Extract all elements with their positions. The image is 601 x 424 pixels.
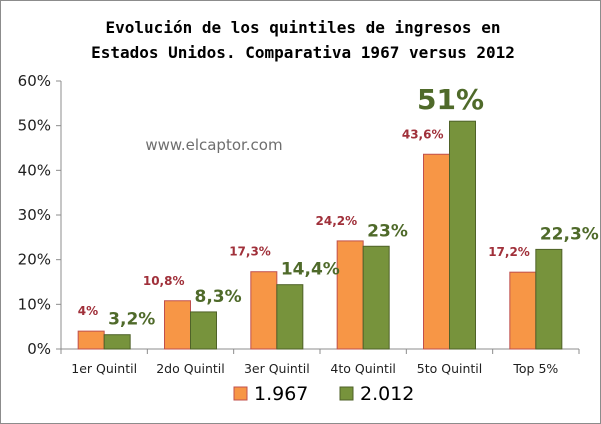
axes: 0% 10% 20% 30% 40% 50% 60% 1er Quintil 2do Quint… <box>18 72 580 376</box>
data-label-2012: 3,2% <box>108 310 155 330</box>
x-tick-label: 4to Quintil <box>330 361 395 376</box>
data-label-1967: 24,2% <box>316 214 358 228</box>
x-tick-label: Top 5% <box>512 361 558 376</box>
x-tick-label: 1er Quintil <box>71 361 137 376</box>
legend-swatch-2012 <box>339 386 354 401</box>
data-label-1967: 4% <box>78 304 98 318</box>
y-tick-label: 30% <box>18 206 51 224</box>
y-tick-label: 50% <box>18 117 51 135</box>
data-label-1967: 10,8% <box>143 274 185 288</box>
watermark-text: www.elcaptor.com <box>145 136 282 154</box>
bar-2012 <box>535 248 563 350</box>
bar-1967 <box>509 271 537 350</box>
bar-1967 <box>423 153 450 350</box>
bars <box>77 120 563 350</box>
bar-2012 <box>190 311 217 350</box>
y-tick-label: 10% <box>18 295 51 313</box>
legend-label-2012: 2.012 <box>360 383 414 405</box>
y-tick-label: 20% <box>18 251 51 269</box>
data-label-2012: 23% <box>367 221 408 241</box>
data-label-2012: 22,3% <box>540 224 599 244</box>
bar-1967 <box>77 330 105 350</box>
data-label-1967: 17,2% <box>488 245 530 259</box>
data-label-2012: 8,3% <box>195 287 242 307</box>
chart-title: Evolución de los quintiles de ingresos e… <box>91 18 515 62</box>
y-tick-label: 0% <box>27 340 51 358</box>
bar-2012 <box>103 334 131 350</box>
data-label-2012: 51% <box>417 83 484 116</box>
legend: 1.967 2.012 <box>233 383 414 405</box>
x-tick-label: 3er Quintil <box>244 361 310 376</box>
y-tick-label: 60% <box>18 72 51 90</box>
data-label-2012: 14,4% <box>281 260 340 280</box>
bar-2012 <box>449 120 476 350</box>
bar-2012 <box>276 284 304 350</box>
bar-1967 <box>336 240 364 350</box>
legend-label-1967: 1.967 <box>254 383 308 405</box>
legend-swatch-1967 <box>233 386 248 401</box>
bar-1967 <box>164 300 191 350</box>
data-labels: 4% 3,2% 10,8% 8,3% 17,3% 14,4% 24,2% 23% 43,6% 51… <box>78 83 599 330</box>
data-label-1967: 43,6% <box>402 127 444 141</box>
x-tick-label: 2do Quintil <box>156 361 225 376</box>
bar-1967 <box>250 271 278 350</box>
bar-2012 <box>362 245 390 350</box>
chart-title-line-2: Estados Unidos. Comparativa 1967 versus … <box>91 43 515 62</box>
chart-title-line-1: Evolución de los quintiles de ingresos e… <box>106 18 501 37</box>
x-tick-label: 5to Quintil <box>417 361 482 376</box>
y-tick-label: 40% <box>18 161 51 179</box>
data-label-1967: 17,3% <box>229 245 271 259</box>
